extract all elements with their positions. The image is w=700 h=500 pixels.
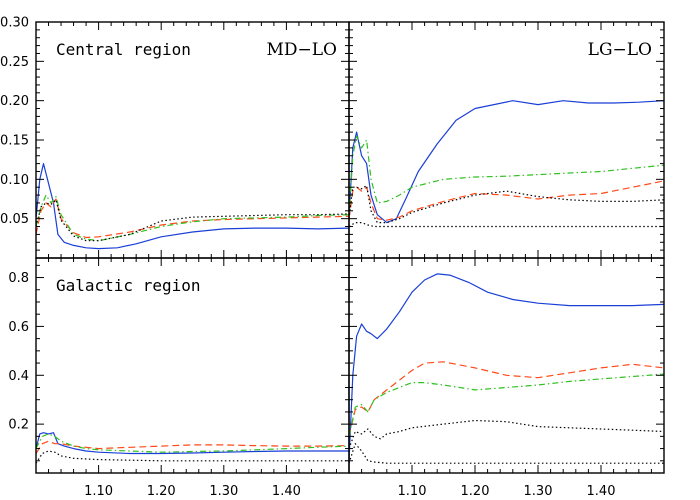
x-tick-label: 1.30 — [209, 484, 238, 499]
series-line-dash-dot — [36, 194, 349, 242]
panel-bottom-left: 0.2 0.4 0.6 0.8 1.10 1.20 1.30 1.40 Galactic reg… — [8, 257, 350, 499]
panel-region-label: Central region — [56, 40, 191, 59]
panel-bottom-right: 1.10 1.20 1.30 1.40 — [348, 257, 665, 499]
series-line-solid — [36, 163, 349, 250]
panel-tag-label: LG−LO — [588, 40, 652, 60]
y-tick-label: 0.20 — [0, 94, 29, 109]
y-tick-label: 0.2 — [8, 418, 29, 433]
x-tick-label: 1.40 — [272, 484, 301, 499]
x-tick-label: 1.20 — [147, 484, 176, 499]
x-tick-label: 1.30 — [524, 484, 553, 499]
panel-frame — [348, 257, 665, 474]
panel-top-right: LG−LO — [348, 21, 665, 259]
series-line-dash-dot — [349, 373, 664, 437]
panel-region-label: Galactic region — [56, 276, 201, 295]
series-line-solid — [36, 432, 349, 455]
series-line-dotted — [36, 199, 349, 242]
series-line-dotted — [349, 443, 664, 464]
series-line-solid — [349, 100, 664, 224]
series-line-dotted — [349, 185, 664, 224]
series-line-dash-dot — [36, 433, 349, 453]
series-line-solid — [349, 273, 664, 461]
y-tick-label: 0.10 — [0, 173, 29, 188]
series-line-dash-dot — [349, 135, 664, 219]
panels-group: 0.05 0.10 0.15 0.20 0.25 0.30 Central region MD… — [0, 16, 665, 499]
series-line-dotted — [36, 450, 349, 464]
x-tick-label: 1.10 — [398, 484, 427, 499]
y-tick-label: 0.25 — [0, 55, 29, 70]
panel-tag-label: MD−LO — [266, 40, 337, 60]
x-tick-label: 1.20 — [461, 484, 490, 499]
x-tick-label: 1.10 — [84, 484, 113, 499]
y-tick-label: 0.30 — [0, 16, 29, 31]
y-tick-label: 0.8 — [8, 271, 29, 286]
y-tick-label: 0.15 — [0, 134, 29, 149]
series-line-dashed — [349, 180, 664, 221]
series-line-dotted — [349, 222, 664, 228]
panel-top-left: 0.05 0.10 0.15 0.20 0.25 0.30 Central region MD… — [0, 16, 350, 259]
x-tick-label: 1.40 — [587, 484, 616, 499]
series-line-dashed — [36, 198, 349, 239]
y-tick-label: 0.05 — [0, 212, 29, 227]
series-line-dashed — [349, 361, 664, 437]
y-tick-label: 0.4 — [8, 369, 29, 384]
series-line-dotted — [349, 419, 664, 449]
y-tick-label: 0.6 — [8, 320, 29, 335]
